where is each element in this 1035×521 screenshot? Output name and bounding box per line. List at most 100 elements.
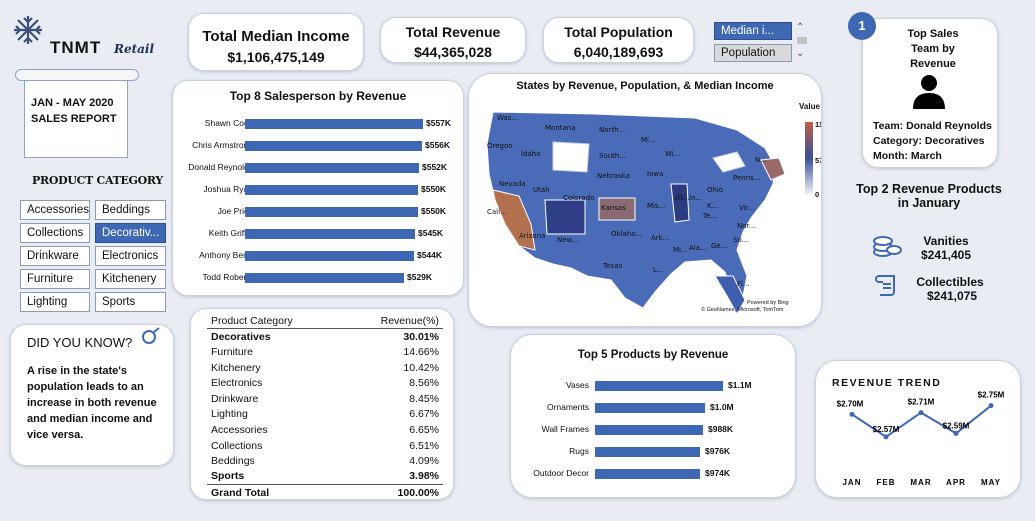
table-total-label: Grand Total — [211, 486, 270, 499]
slicer-population[interactable]: Population — [714, 44, 792, 62]
trend-point[interactable] — [918, 410, 924, 416]
trend-month-label: FEB — [877, 478, 896, 487]
map-state-label: Penns... — [733, 174, 760, 182]
map-state-label: Montana — [545, 124, 576, 132]
product-bar[interactable] — [595, 403, 705, 413]
salesperson-name: Donald Reynolds — [188, 162, 253, 172]
trend-point[interactable] — [849, 411, 855, 417]
trend-point[interactable] — [883, 434, 889, 440]
slicer-scrollbar[interactable] — [797, 37, 807, 44]
map-state-label: N... — [755, 156, 767, 164]
brand-name: TNMT — [50, 38, 102, 57]
map-legend-max: 114098 — [815, 120, 821, 129]
table-row: Lighting 6.67% — [207, 407, 443, 423]
snowflake-icon — [14, 16, 42, 44]
table-cell-revenue: 3.98% — [409, 470, 439, 483]
map-state-label: New... — [557, 236, 578, 244]
kpi-population: Total Population 6,040,189,693 — [543, 17, 694, 63]
category-button-accessories[interactable]: Accessories — [20, 200, 90, 220]
map-state-label: Illi... — [675, 194, 690, 202]
table-row: Collections 6.51% — [207, 438, 443, 454]
salesperson-name: Joshua Ryan — [203, 184, 253, 194]
product-name: Wall Frames — [541, 424, 589, 434]
category-button-beddings[interactable]: Beddings — [95, 200, 166, 220]
slicer-scroll-down-icon[interactable]: ⌄ — [796, 48, 805, 59]
kpi-median-income-value: $1,106,475,149 — [227, 49, 325, 65]
trend-chart-card: REVENUE TREND $2.70M JAN $2.57M FEB $2.71M MA… — [815, 360, 1021, 498]
category-button-collections[interactable]: Collections — [20, 223, 90, 243]
category-button-drinkware[interactable]: Drinkware — [20, 246, 90, 266]
category-button-decorativ[interactable]: Decorativ... — [95, 223, 166, 243]
product-bar[interactable] — [595, 447, 700, 457]
table-cell-category: Drinkware — [211, 392, 259, 405]
table-row: Drinkware 8.45% — [207, 391, 443, 407]
report-period: JAN - MAY 2020 SALES REPORT — [15, 69, 139, 158]
map-card: States by Revenue, Population, & Median … — [468, 73, 822, 327]
salesperson-name: Anthony Berry — [199, 250, 253, 260]
kpi-median-income-title: Total Median Income — [202, 28, 350, 45]
us-map[interactable]: Was... Montana North... Mi... Oregon Idaho Sou… — [475, 100, 805, 320]
did-you-know-text: A rise in the state's population leads t… — [27, 365, 157, 441]
category-button-lighting[interactable]: Lighting — [20, 292, 90, 312]
salesperson-bar[interactable] — [245, 251, 414, 261]
map-state-label: Ala... — [689, 244, 707, 252]
map-state-label: Kansas — [601, 204, 626, 212]
product-value: $988K — [708, 424, 734, 434]
product-month-1-name: Vanities — [923, 234, 969, 248]
map-state-label: L... — [653, 266, 664, 274]
salesperson-bar[interactable] — [245, 273, 404, 283]
salesperson-bar[interactable] — [245, 163, 419, 173]
product-bar[interactable] — [595, 381, 723, 391]
product-name: Outdoor Decor — [533, 468, 589, 478]
salesperson-bar[interactable] — [245, 141, 422, 151]
salesperson-bar[interactable] — [245, 185, 418, 195]
map-state-label: Arizona — [519, 232, 545, 240]
category-button-sports[interactable]: Sports — [95, 292, 166, 312]
map-state-label: Was... — [497, 114, 518, 122]
kpi-revenue-title: Total Revenue — [405, 24, 501, 40]
trend-month-label: MAR — [910, 478, 931, 487]
person-icon — [913, 75, 945, 109]
table-cell-revenue: 8.45% — [409, 392, 439, 405]
slicer-scroll-up-icon[interactable]: ⌃ — [796, 22, 805, 33]
salesperson-bar[interactable] — [245, 119, 423, 129]
salesperson-bar[interactable] — [245, 229, 415, 239]
table-cell-revenue: 4.09% — [409, 455, 439, 468]
table-cell-revenue: 14.66% — [403, 345, 439, 358]
products-chart-card: Top 5 Products by Revenue Vases $1.1M Orna… — [510, 334, 796, 498]
table-cell-category: Electronics — [211, 377, 263, 390]
salesperson-bar[interactable] — [245, 207, 418, 217]
coins-icon — [873, 236, 902, 257]
map-state-label: So... — [733, 236, 748, 244]
trend-value-label: $2.71M — [908, 398, 935, 407]
table-cell-category: Kitchenery — [211, 361, 261, 374]
slicer-median-income[interactable]: Median i... — [714, 22, 792, 40]
category-button-electronics[interactable]: Electronics — [95, 246, 166, 266]
table-row: Kitchenery 10.42% — [207, 360, 443, 376]
map-state-label: Utah — [533, 186, 550, 194]
salesperson-value: $550K — [421, 184, 447, 194]
map-state-label: In... — [689, 194, 702, 202]
map-legend-bar — [805, 122, 813, 194]
salesperson-chart-title: Top 8 Salesperson by Revenue — [229, 89, 407, 103]
salesperson-name: Keith Griffin — [208, 228, 253, 238]
product-month-1-value: $241,405 — [920, 248, 972, 262]
product-bar[interactable] — [595, 425, 703, 435]
kpi-population-value: 6,040,189,693 — [573, 44, 664, 60]
map-credit-bing: Powered by Bing — [747, 300, 789, 306]
table-cell-category: Furniture — [211, 345, 254, 358]
map-state-label: Nor... — [737, 222, 755, 230]
product-month-2-name: Collectibles — [916, 275, 984, 289]
top-team-month: Month: March — [873, 150, 942, 162]
salesperson-name: Todd Roberts — [202, 272, 253, 282]
trend-point[interactable] — [953, 430, 959, 436]
map-state-label: Mis... — [647, 202, 665, 210]
map-legend-title: Value — [799, 102, 820, 111]
category-button-kitchenery[interactable]: Kitchenery — [95, 269, 166, 289]
trend-point[interactable] — [988, 403, 994, 409]
table-cell-category: Collections — [211, 439, 263, 452]
category-button-furniture[interactable]: Furniture — [20, 269, 90, 289]
table-cell-revenue: 10.42% — [403, 361, 439, 374]
product-bar[interactable] — [595, 469, 700, 479]
salesperson-value: $552K — [422, 162, 448, 172]
